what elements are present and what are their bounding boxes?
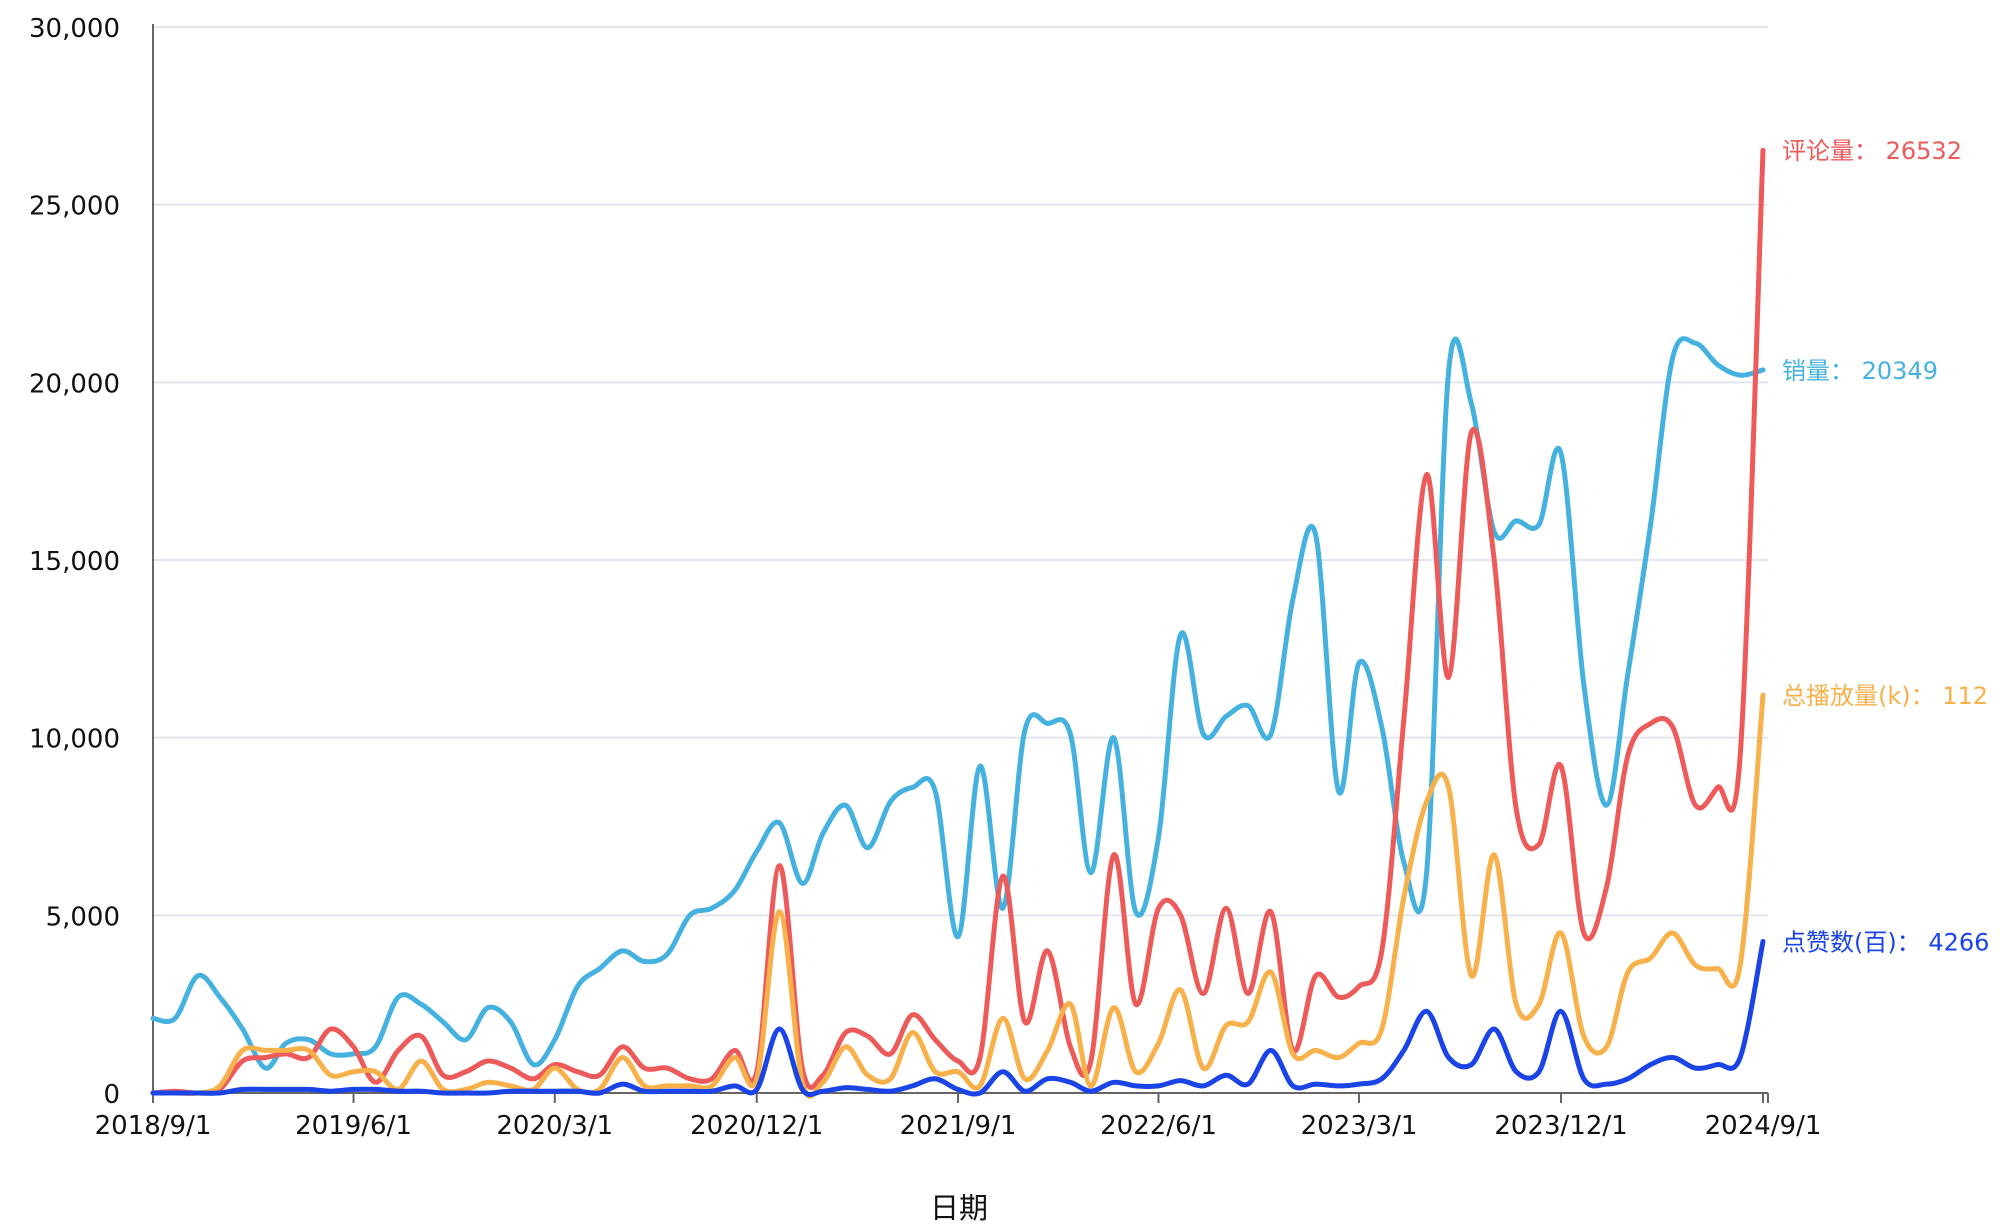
y-tick-label: 0 bbox=[103, 1080, 120, 1110]
x-axis-title: 日期 bbox=[930, 1191, 988, 1224]
end-label-plays: 总播放量(k)： 112 bbox=[1782, 682, 1988, 710]
x-tick-label: 2022/6/1 bbox=[1100, 1111, 1217, 1141]
series-lines bbox=[150, 147, 1766, 1099]
x-tick-label: 2023/12/1 bbox=[1494, 1111, 1627, 1141]
end-label-comments: 评论量： 26532 bbox=[1782, 137, 1962, 165]
x-tick-label: 2020/3/1 bbox=[496, 1111, 613, 1141]
end-label-sales: 销量： 20349 bbox=[1782, 357, 1938, 385]
x-tick-label: 2024/9/1 bbox=[1705, 1111, 1822, 1141]
y-tick-label: 20,000 bbox=[29, 369, 120, 399]
series-line-plays bbox=[150, 692, 1766, 1099]
grid-lines bbox=[153, 26, 1768, 917]
y-tick-label: 30,000 bbox=[29, 14, 120, 44]
x-tick-label: 2023/3/1 bbox=[1301, 1111, 1418, 1141]
series-line-sales bbox=[150, 336, 1766, 1071]
y-tick-label: 25,000 bbox=[29, 192, 120, 222]
end-label-likes: 点赞数(百)： 4266 bbox=[1782, 928, 1989, 956]
x-tick-label: 2018/9/1 bbox=[95, 1111, 212, 1141]
x-tick-label: 2021/9/1 bbox=[900, 1111, 1017, 1141]
y-axis: 0 5,000 10,000 15,000 20,000 25,000 30,000 bbox=[29, 14, 154, 1110]
series-line-likes bbox=[150, 938, 1766, 1098]
x-tick-label: 2020/12/1 bbox=[690, 1111, 823, 1141]
series-line-comments bbox=[150, 147, 1766, 1096]
x-tick-label: 2019/6/1 bbox=[295, 1111, 412, 1141]
y-tick-label: 5,000 bbox=[46, 902, 120, 932]
end-labels: 销量： 20349 评论量： 26532 总播放量(k)： 112 点赞数(百)： 4… bbox=[1782, 137, 1989, 956]
x-axis: 2018/9/1 2019/6/1 2020/3/1 2020/12/1 2021/9/… bbox=[95, 1092, 1822, 1141]
y-tick-label: 15,000 bbox=[29, 547, 120, 577]
y-tick-label: 10,000 bbox=[29, 725, 120, 755]
